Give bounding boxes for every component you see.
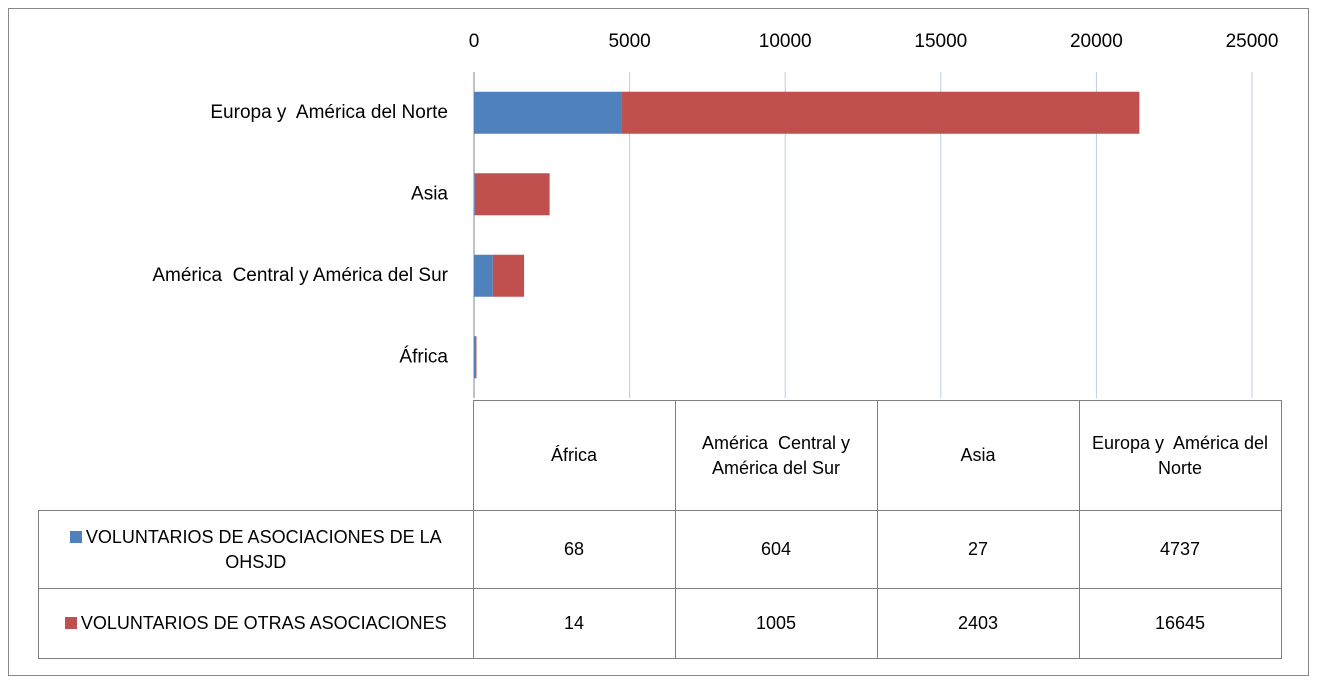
bar xyxy=(474,173,550,216)
bar xyxy=(474,91,622,134)
y-tick-label: Europa y América del Norte xyxy=(210,102,448,123)
x-tick-label: 25000 xyxy=(1226,31,1279,52)
table-row: VOLUNTARIOS DE OTRAS ASOCIACIONES 14 1005 2… xyxy=(38,588,1282,659)
table-header-cell: América Central y América del Sur xyxy=(674,400,878,511)
table-value: 4737 xyxy=(1078,510,1282,589)
table-corner xyxy=(38,400,474,511)
legend-cell: VOLUNTARIOS DE ASOCIACIONES DE LA OHSJD xyxy=(38,510,474,589)
table-header-cell: África xyxy=(472,400,676,511)
table-value: 14 xyxy=(472,588,676,659)
x-tick-label: 5000 xyxy=(608,31,650,52)
legend-label: VOLUNTARIOS DE OTRAS ASOCIACIONES xyxy=(80,613,447,634)
bar xyxy=(474,254,493,297)
y-tick-label: América Central y América del Sur xyxy=(152,265,448,286)
table-value: 1005 xyxy=(674,588,878,659)
x-tick-label: 0 xyxy=(469,31,480,52)
table-row: VOLUNTARIOS DE ASOCIACIONES DE LA OHSJD 6… xyxy=(38,510,1282,589)
table-value: 68 xyxy=(472,510,676,589)
table-value: 604 xyxy=(674,510,878,589)
legend-cell: VOLUNTARIOS DE OTRAS ASOCIACIONES xyxy=(38,588,474,659)
bar xyxy=(474,173,475,216)
legend-key xyxy=(69,531,82,544)
legend-label: VOLUNTARIOS DE ASOCIACIONES DE LA OHSJD xyxy=(85,527,447,572)
x-tick-label: 10000 xyxy=(759,31,812,52)
bar xyxy=(474,336,477,379)
table-header-row: África América Central y América del Sur A… xyxy=(38,400,1282,511)
table-value: 16645 xyxy=(1078,588,1282,659)
bar xyxy=(621,91,1140,134)
bar xyxy=(492,254,525,297)
y-tick-label: Asia xyxy=(411,183,448,204)
table-value: 2403 xyxy=(876,588,1080,659)
x-tick-label: 15000 xyxy=(914,31,967,52)
legend-key xyxy=(64,617,77,630)
chart-border xyxy=(8,8,1309,676)
x-tick-label: 20000 xyxy=(1070,31,1123,52)
data-table: África América Central y América del Sur A… xyxy=(38,400,1282,659)
y-tick-label: África xyxy=(399,346,448,367)
table-header-cell: Asia xyxy=(876,400,1080,511)
table-value: 27 xyxy=(876,510,1080,589)
table-header-cell: Europa y América del Norte xyxy=(1078,400,1282,511)
